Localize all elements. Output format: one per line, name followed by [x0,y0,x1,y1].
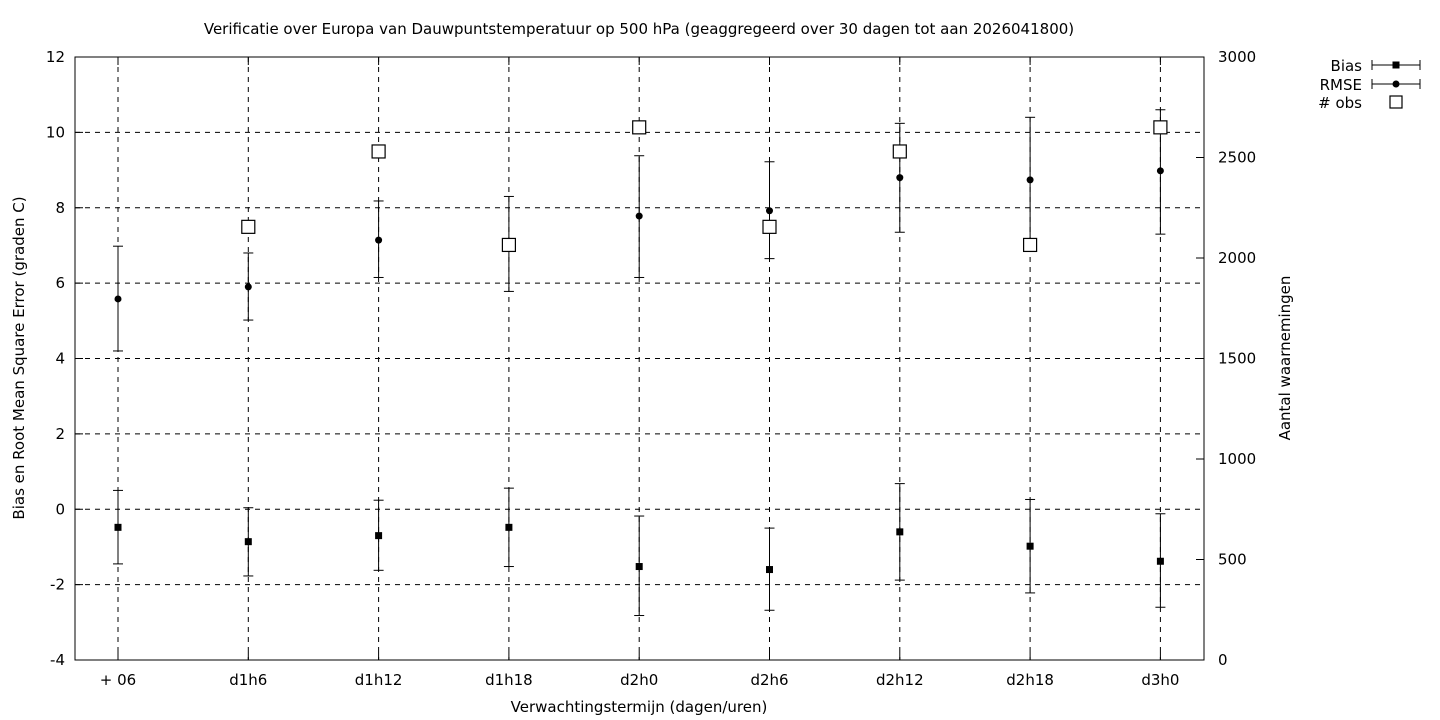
x-tick-label: d2h18 [1006,671,1054,689]
bias-point [896,528,904,536]
rmse-point [896,174,904,182]
chart-title: Verificatie over Europa van Dauwpuntstem… [204,20,1074,38]
y2-tick-label: 500 [1218,551,1247,569]
x-axis-label: Verwachtingstermijn (dagen/uren) [511,698,768,716]
series-bias [113,483,1166,617]
obs-point [371,144,386,159]
obs-point [892,144,907,159]
obs-point [241,219,256,234]
rmse-point [244,283,252,291]
series-rmse [113,109,1166,352]
legend-key-obs [1389,95,1403,109]
y-tick-label: -4 [50,651,65,669]
y-axis-ticks: -4 -2 0 2 4 6 8 10 12 [46,48,83,669]
bias-point [766,566,773,574]
bias-point [505,523,513,531]
y2-axis-ticks: 0 500 1000 1500 2000 2500 3000 [1196,48,1256,669]
legend: Bias RMSE # obs [1318,57,1421,112]
obs-point [762,219,777,234]
y-tick-label: 6 [55,274,65,292]
x-tick-label: + 06 [100,671,136,689]
y2-axis-label: Aantal waarnemingen [1276,276,1294,441]
x-tick-label: d3h0 [1141,671,1179,689]
bias-point [1156,557,1164,565]
x-axis-ticks: + 06 d1h6 d1h12 d1h18 d2h0 d2h6 d2h12 d2h18 d3h0 [100,57,1179,689]
y2-tick-label: 2000 [1218,249,1256,267]
x-tick-label: d1h6 [229,671,267,689]
y-tick-label: 12 [46,48,65,66]
x-tick-label: d1h18 [485,671,533,689]
x-tick-label: d2h6 [750,671,788,689]
legend-label-obs: # obs [1318,94,1362,112]
rmse-point [635,212,643,220]
y2-tick-label: 2500 [1218,149,1256,167]
y2-tick-label: 1000 [1218,450,1256,468]
bias-point [1026,542,1034,550]
y-tick-label: 4 [55,350,65,368]
x-tick-label: d1h12 [355,671,403,689]
y2-tick-label: 3000 [1218,48,1256,66]
y-tick-label: -2 [50,576,65,594]
rmse-point [1026,176,1034,184]
y2-tick-label: 1500 [1218,350,1256,368]
y-tick-label: 8 [55,199,65,217]
series-layer [113,109,1168,617]
x-tick-label: d2h0 [620,671,658,689]
y-axis-label: Bias en Root Mean Square Error (graden C… [10,196,28,519]
bias-point [114,523,122,531]
y2-tick-label: 0 [1218,651,1228,669]
legend-key-rmse [1371,79,1421,89]
obs-point [632,120,647,135]
bias-point [244,538,252,546]
y-tick-label: 10 [46,123,65,141]
obs-point [501,237,516,253]
legend-key-bias [1371,60,1421,70]
rmse-point [766,207,773,215]
rmse-point [375,236,383,244]
legend-label-rmse: RMSE [1320,76,1362,94]
x-tick-label: d2h12 [876,671,924,689]
y-tick-label: 2 [55,425,65,443]
y-tick-label: 0 [55,500,65,518]
legend-label-bias: Bias [1331,57,1363,75]
bias-point [375,532,383,540]
obs-point [1153,120,1168,135]
series-obs [241,120,1168,253]
rmse-point [114,295,122,303]
obs-point [1022,237,1038,253]
rmse-point [1156,167,1164,175]
bias-point [635,563,643,571]
